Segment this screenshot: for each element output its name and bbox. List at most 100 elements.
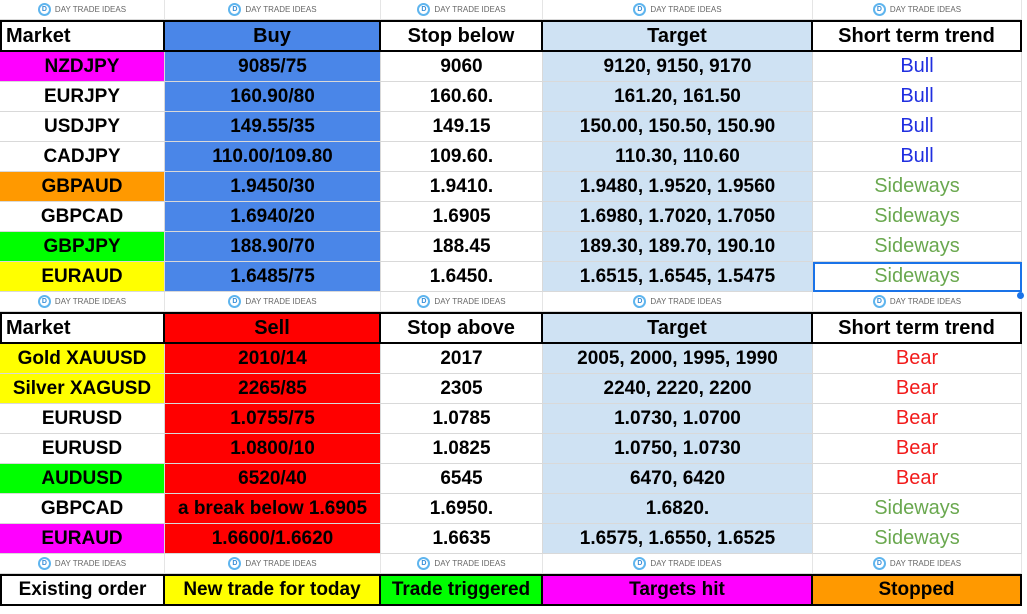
trend-cell[interactable]: Sideways xyxy=(813,202,1022,232)
target-cell[interactable]: 1.6575, 1.6550, 1.6525 xyxy=(543,524,813,554)
column-header[interactable]: Sell xyxy=(165,312,381,344)
target-cell[interactable]: 1.6820. xyxy=(543,494,813,524)
target-cell[interactable]: 1.9480, 1.9520, 1.9560 xyxy=(543,172,813,202)
entry-cell[interactable]: 160.90/80 xyxy=(165,82,381,112)
target-cell[interactable]: 150.00, 150.50, 150.90 xyxy=(543,112,813,142)
entry-cell[interactable]: 149.55/35 xyxy=(165,112,381,142)
market-cell[interactable]: NZDJPY xyxy=(0,52,165,82)
stop-cell[interactable]: 188.45 xyxy=(381,232,543,262)
column-header[interactable]: Target xyxy=(543,312,813,344)
entry-cell[interactable]: 110.00/109.80 xyxy=(165,142,381,172)
entry-cell[interactable]: 1.6600/1.6620 xyxy=(165,524,381,554)
trend-cell[interactable]: Sideways xyxy=(813,172,1022,202)
stop-cell[interactable]: 160.60. xyxy=(381,82,543,112)
day-trade-ideas-logo-icon: D xyxy=(633,3,647,16)
stop-cell[interactable]: 1.9410. xyxy=(381,172,543,202)
stop-cell[interactable]: 9060 xyxy=(381,52,543,82)
stop-cell[interactable]: 109.60. xyxy=(381,142,543,172)
trend-cell[interactable]: Bear xyxy=(813,404,1022,434)
stop-cell[interactable]: 1.0825 xyxy=(381,434,543,464)
market-cell[interactable]: Gold XAUUSD xyxy=(0,344,165,374)
trend-cell[interactable]: Sideways xyxy=(813,524,1022,554)
target-cell[interactable]: 2240, 2220, 2200 xyxy=(543,374,813,404)
table-row: EURAUD 1.6485/75 1.6450. 1.6515, 1.6545, 1.… xyxy=(0,262,1022,292)
target-cell[interactable]: 6470, 6420 xyxy=(543,464,813,494)
trend-cell[interactable]: Bear xyxy=(813,464,1022,494)
stop-cell[interactable]: 6545 xyxy=(381,464,543,494)
market-cell[interactable]: GBPCAD xyxy=(0,494,165,524)
entry-cell[interactable]: 1.6485/75 xyxy=(165,262,381,292)
trend-cell[interactable]: Bull xyxy=(813,142,1022,172)
trend-cell[interactable]: Sideways xyxy=(813,232,1022,262)
legend-item[interactable]: New trade for today xyxy=(165,574,381,606)
legend-item[interactable]: Existing order xyxy=(0,574,165,606)
column-header[interactable]: Short term trend xyxy=(813,312,1022,344)
watermark-text: DAY TRADE IDEAS xyxy=(434,5,506,14)
target-cell[interactable]: 2005, 2000, 1995, 1990 xyxy=(543,344,813,374)
market-cell[interactable]: GBPAUD xyxy=(0,172,165,202)
entry-cell[interactable]: 2265/85 xyxy=(165,374,381,404)
market-cell[interactable]: EURUSD xyxy=(0,434,165,464)
market-cell[interactable]: Silver XAGUSD xyxy=(0,374,165,404)
day-trade-ideas-logo-icon: D xyxy=(37,295,51,308)
market-cell[interactable]: GBPCAD xyxy=(0,202,165,232)
entry-cell[interactable]: 2010/14 xyxy=(165,344,381,374)
watermark: D DAY TRADE IDEAS xyxy=(813,554,1022,574)
target-cell[interactable]: 161.20, 161.50 xyxy=(543,82,813,112)
market-cell[interactable]: EURJPY xyxy=(0,82,165,112)
legend-item[interactable]: Targets hit xyxy=(543,574,813,606)
trend-cell[interactable]: Bull xyxy=(813,52,1022,82)
day-trade-ideas-logo-icon: D xyxy=(633,295,647,308)
column-header[interactable]: Stop below xyxy=(381,20,543,52)
trend-cell[interactable]: Bear xyxy=(813,374,1022,404)
trend-cell[interactable]: Sideways xyxy=(813,494,1022,524)
entry-cell[interactable]: 1.0800/10 xyxy=(165,434,381,464)
selection-fill-handle[interactable] xyxy=(1017,292,1024,299)
stop-cell[interactable]: 2305 xyxy=(381,374,543,404)
column-header[interactable]: Market xyxy=(0,312,165,344)
market-cell[interactable]: CADJPY xyxy=(0,142,165,172)
stop-cell[interactable]: 1.6635 xyxy=(381,524,543,554)
column-header[interactable]: Short term trend xyxy=(813,20,1022,52)
column-header[interactable]: Target xyxy=(543,20,813,52)
trend-cell[interactable]: Bull xyxy=(813,82,1022,112)
market-cell[interactable]: USDJPY xyxy=(0,112,165,142)
target-cell[interactable]: 1.6980, 1.7020, 1.7050 xyxy=(543,202,813,232)
trend-cell[interactable]: Sideways xyxy=(813,262,1022,292)
entry-cell[interactable]: 9085/75 xyxy=(165,52,381,82)
market-cell[interactable]: EURUSD xyxy=(0,404,165,434)
watermark: D DAY TRADE IDEAS xyxy=(165,554,381,574)
stop-cell[interactable]: 149.15 xyxy=(381,112,543,142)
stop-cell[interactable]: 1.6950. xyxy=(381,494,543,524)
entry-cell[interactable]: a break below 1.6905 xyxy=(165,494,381,524)
target-cell[interactable]: 1.0750, 1.0730 xyxy=(543,434,813,464)
market-cell[interactable]: GBPJPY xyxy=(0,232,165,262)
trend-cell[interactable]: Bear xyxy=(813,344,1022,374)
target-cell[interactable]: 189.30, 189.70, 190.10 xyxy=(543,232,813,262)
watermark-row: D DAY TRADE IDEAS D DAY TRADE IDEAS D DAY TRA… xyxy=(0,554,1022,574)
entry-cell[interactable]: 6520/40 xyxy=(165,464,381,494)
market-cell[interactable]: EURAUD xyxy=(0,262,165,292)
legend-item[interactable]: Trade triggered xyxy=(381,574,543,606)
entry-cell[interactable]: 1.6940/20 xyxy=(165,202,381,232)
target-cell[interactable]: 1.0730, 1.0700 xyxy=(543,404,813,434)
stop-cell[interactable]: 1.6905 xyxy=(381,202,543,232)
entry-cell[interactable]: 1.0755/75 xyxy=(165,404,381,434)
entry-cell[interactable]: 1.9450/30 xyxy=(165,172,381,202)
trend-cell[interactable]: Bull xyxy=(813,112,1022,142)
stop-cell[interactable]: 1.0785 xyxy=(381,404,543,434)
trend-cell[interactable]: Bear xyxy=(813,434,1022,464)
column-header[interactable]: Stop above xyxy=(381,312,543,344)
market-cell[interactable]: AUDUSD xyxy=(0,464,165,494)
column-header[interactable]: Market xyxy=(0,20,165,52)
legend-item[interactable]: Stopped xyxy=(813,574,1022,606)
stop-cell[interactable]: 2017 xyxy=(381,344,543,374)
stop-cell[interactable]: 1.6450. xyxy=(381,262,543,292)
target-cell[interactable]: 110.30, 110.60 xyxy=(543,142,813,172)
target-cell[interactable]: 9120, 9150, 9170 xyxy=(543,52,813,82)
entry-cell[interactable]: 188.90/70 xyxy=(165,232,381,262)
watermark-text: DAY TRADE IDEAS xyxy=(245,297,317,306)
column-header[interactable]: Buy xyxy=(165,20,381,52)
market-cell[interactable]: EURAUD xyxy=(0,524,165,554)
target-cell[interactable]: 1.6515, 1.6545, 1.5475 xyxy=(543,262,813,292)
